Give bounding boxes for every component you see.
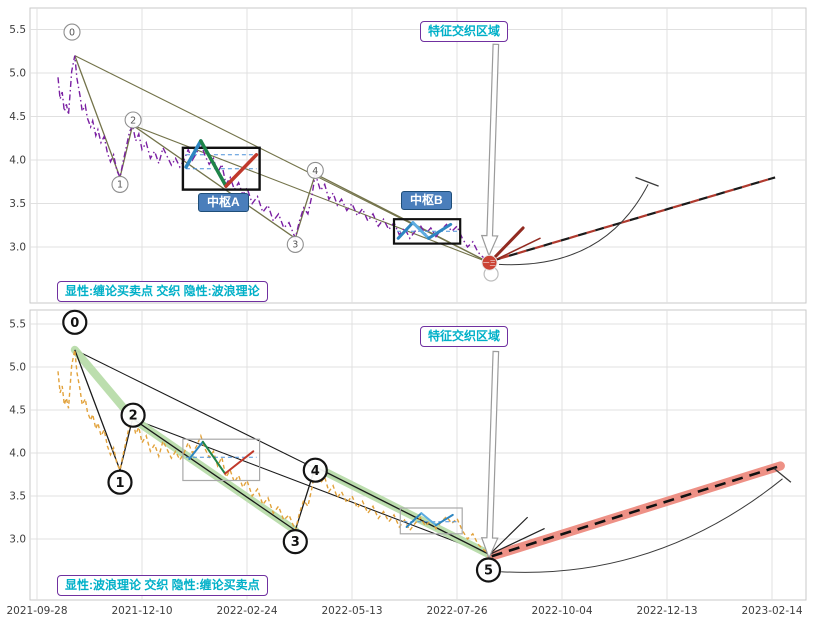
wave-point-circle xyxy=(282,528,308,555)
svg-text:2021-12-10: 2021-12-10 xyxy=(111,605,172,617)
wave-point-circle xyxy=(62,309,88,335)
svg-text:2021-09-28: 2021-09-28 xyxy=(6,605,67,617)
pivot-a-label: 中枢A xyxy=(198,193,249,212)
top-price-line xyxy=(57,55,490,264)
svg-text:2022-07-26: 2022-07-26 xyxy=(426,605,487,617)
svg-text:2022-10-04: 2022-10-04 xyxy=(531,605,592,617)
svg-text:3: 3 xyxy=(292,240,298,251)
svg-text:5.0: 5.0 xyxy=(9,362,26,374)
svg-text:3.0: 3.0 xyxy=(9,534,26,546)
down-arrow xyxy=(480,350,500,560)
top-panel: 3.0 3.5 4.0 4.5 5.0 5.5 0 1 2 3 4 一三 xyxy=(9,7,807,304)
pivot-box xyxy=(399,507,463,535)
svg-text:0: 0 xyxy=(69,27,75,38)
svg-text:4: 4 xyxy=(311,464,320,479)
svg-text:3: 3 xyxy=(291,535,300,550)
svg-text:5.0: 5.0 xyxy=(9,68,26,80)
svg-text:2022-05-13: 2022-05-13 xyxy=(321,605,382,617)
svg-text:2022-02-24: 2022-02-24 xyxy=(216,605,277,617)
svg-text:5.5: 5.5 xyxy=(9,24,26,36)
bottom-panel: 3.0 3.5 4.0 4.5 5.0 5.5 0 1 2 3 4 5 xyxy=(9,309,807,601)
wave-point-circle xyxy=(302,457,328,483)
svg-text:3.5: 3.5 xyxy=(9,491,26,503)
pivot-b-label: 中枢B xyxy=(401,191,452,210)
svg-text:4: 4 xyxy=(312,166,318,177)
svg-text:2022-12-13: 2022-12-13 xyxy=(636,605,697,617)
annotation-arc xyxy=(501,478,783,573)
svg-text:2: 2 xyxy=(130,115,136,126)
svg-text:4.5: 4.5 xyxy=(9,111,26,123)
buy-point-badge xyxy=(481,254,498,271)
svg-text:一三: 一三 xyxy=(483,259,497,267)
svg-text:1: 1 xyxy=(115,476,124,491)
wave-point-circle xyxy=(111,175,129,193)
svg-text:4.0: 4.0 xyxy=(9,155,26,167)
svg-text:4.5: 4.5 xyxy=(9,405,26,417)
bottom-panel-caption: 显性:波浪理论 交织 隐性:缠论买卖点 xyxy=(57,575,268,596)
wave-point-circle xyxy=(306,161,324,179)
wave-point-circle xyxy=(63,23,81,41)
wave-point-circle xyxy=(120,402,146,428)
svg-text:0: 0 xyxy=(70,316,79,331)
svg-text:2: 2 xyxy=(129,409,138,424)
bottom-feature-region-label: 特征交织区域 xyxy=(420,326,509,347)
pivot-box xyxy=(392,218,462,245)
annotation-arc xyxy=(498,184,649,266)
svg-text:5.5: 5.5 xyxy=(9,319,26,331)
svg-text:1: 1 xyxy=(117,180,123,191)
top-panel-caption: 显性:缠论买卖点 交织 隐性:波浪理论 xyxy=(57,281,268,302)
wave-point-circle xyxy=(124,111,142,129)
wave-point-circle xyxy=(107,469,133,495)
svg-text:3.5: 3.5 xyxy=(9,198,26,210)
svg-text:4.0: 4.0 xyxy=(9,448,26,460)
svg-text:2023-02-14: 2023-02-14 xyxy=(741,605,802,617)
wave-point-circle xyxy=(286,235,304,253)
pivot-box xyxy=(181,146,261,191)
svg-text:5: 5 xyxy=(484,564,493,579)
top-feature-region-label: 特征交织区域 xyxy=(420,21,509,42)
wave-point-circle xyxy=(475,557,502,583)
down-arrow xyxy=(480,43,500,258)
svg-text:3.0: 3.0 xyxy=(9,242,26,254)
pivot-box xyxy=(182,438,261,482)
